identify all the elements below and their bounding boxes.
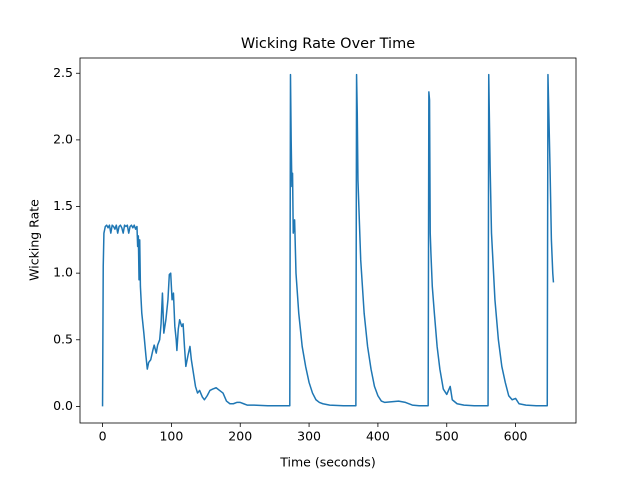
y-tick-label: 2.0 xyxy=(53,131,73,146)
x-axis-label: Time (seconds) xyxy=(279,455,375,470)
y-axis-label: Wicking Rate xyxy=(27,199,42,281)
y-tick-label: 1.5 xyxy=(53,198,73,213)
data-line xyxy=(101,73,555,407)
y-tick-label: 2.5 xyxy=(53,65,73,80)
y-tick-label: 0.0 xyxy=(53,398,73,413)
y-tick-label: 0.5 xyxy=(53,331,73,346)
x-tick-label: 500 xyxy=(435,429,459,444)
x-tick-label: 300 xyxy=(297,429,321,444)
chart-title: Wicking Rate Over Time xyxy=(241,36,415,52)
y-tick-label: 1.0 xyxy=(53,265,73,280)
axes-frame xyxy=(79,57,577,424)
x-tick-label: 0 xyxy=(99,429,107,444)
x-tick-label: 600 xyxy=(504,429,528,444)
x-tick-label: 100 xyxy=(159,429,183,444)
x-tick-label: 400 xyxy=(366,429,390,444)
x-tick-label: 200 xyxy=(228,429,252,444)
